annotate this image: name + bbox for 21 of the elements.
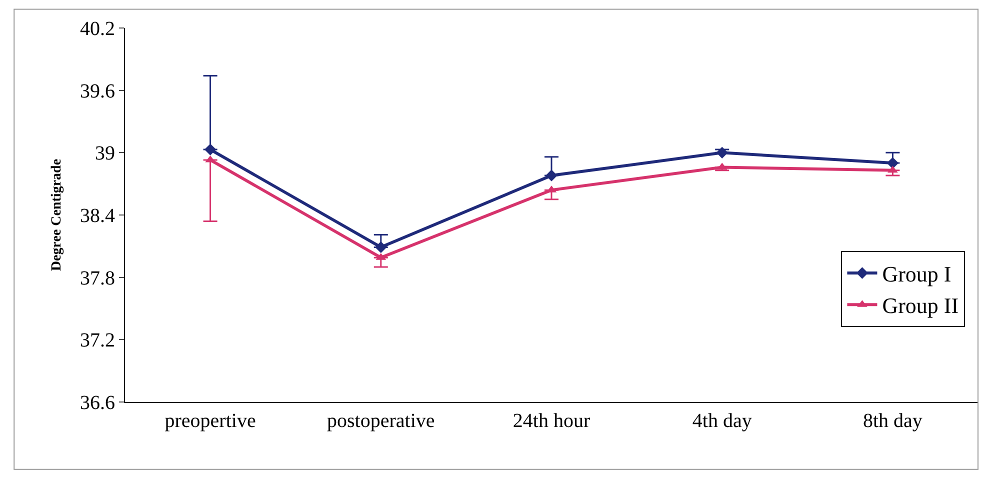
y-tick-label: 38.4 <box>80 205 115 227</box>
y-tick-label: 39.6 <box>80 80 115 102</box>
x-tick-label: preopertive <box>164 410 256 432</box>
point <box>375 241 387 254</box>
x-tick-label: 24th hour <box>512 410 590 432</box>
y-tick-label: 36.6 <box>80 392 115 414</box>
y-tick-label: 37.8 <box>80 267 115 290</box>
y-tick-label: 37.2 <box>80 330 115 352</box>
y-axis-title: Degree Centigrade <box>50 158 65 272</box>
legend-label: Group I <box>882 262 952 287</box>
point <box>886 157 899 169</box>
y-tick-label: 40.2 <box>80 18 115 40</box>
legend-label: Group II <box>882 293 959 318</box>
y-tick-label: 39 <box>95 142 115 165</box>
x-tick-label: 4th day <box>692 410 752 432</box>
x-tick-label: 8th day <box>862 410 922 432</box>
point <box>546 170 558 182</box>
point <box>888 166 898 173</box>
point <box>204 144 216 156</box>
point <box>716 146 728 159</box>
x-tick-label: postoperative <box>327 410 435 432</box>
